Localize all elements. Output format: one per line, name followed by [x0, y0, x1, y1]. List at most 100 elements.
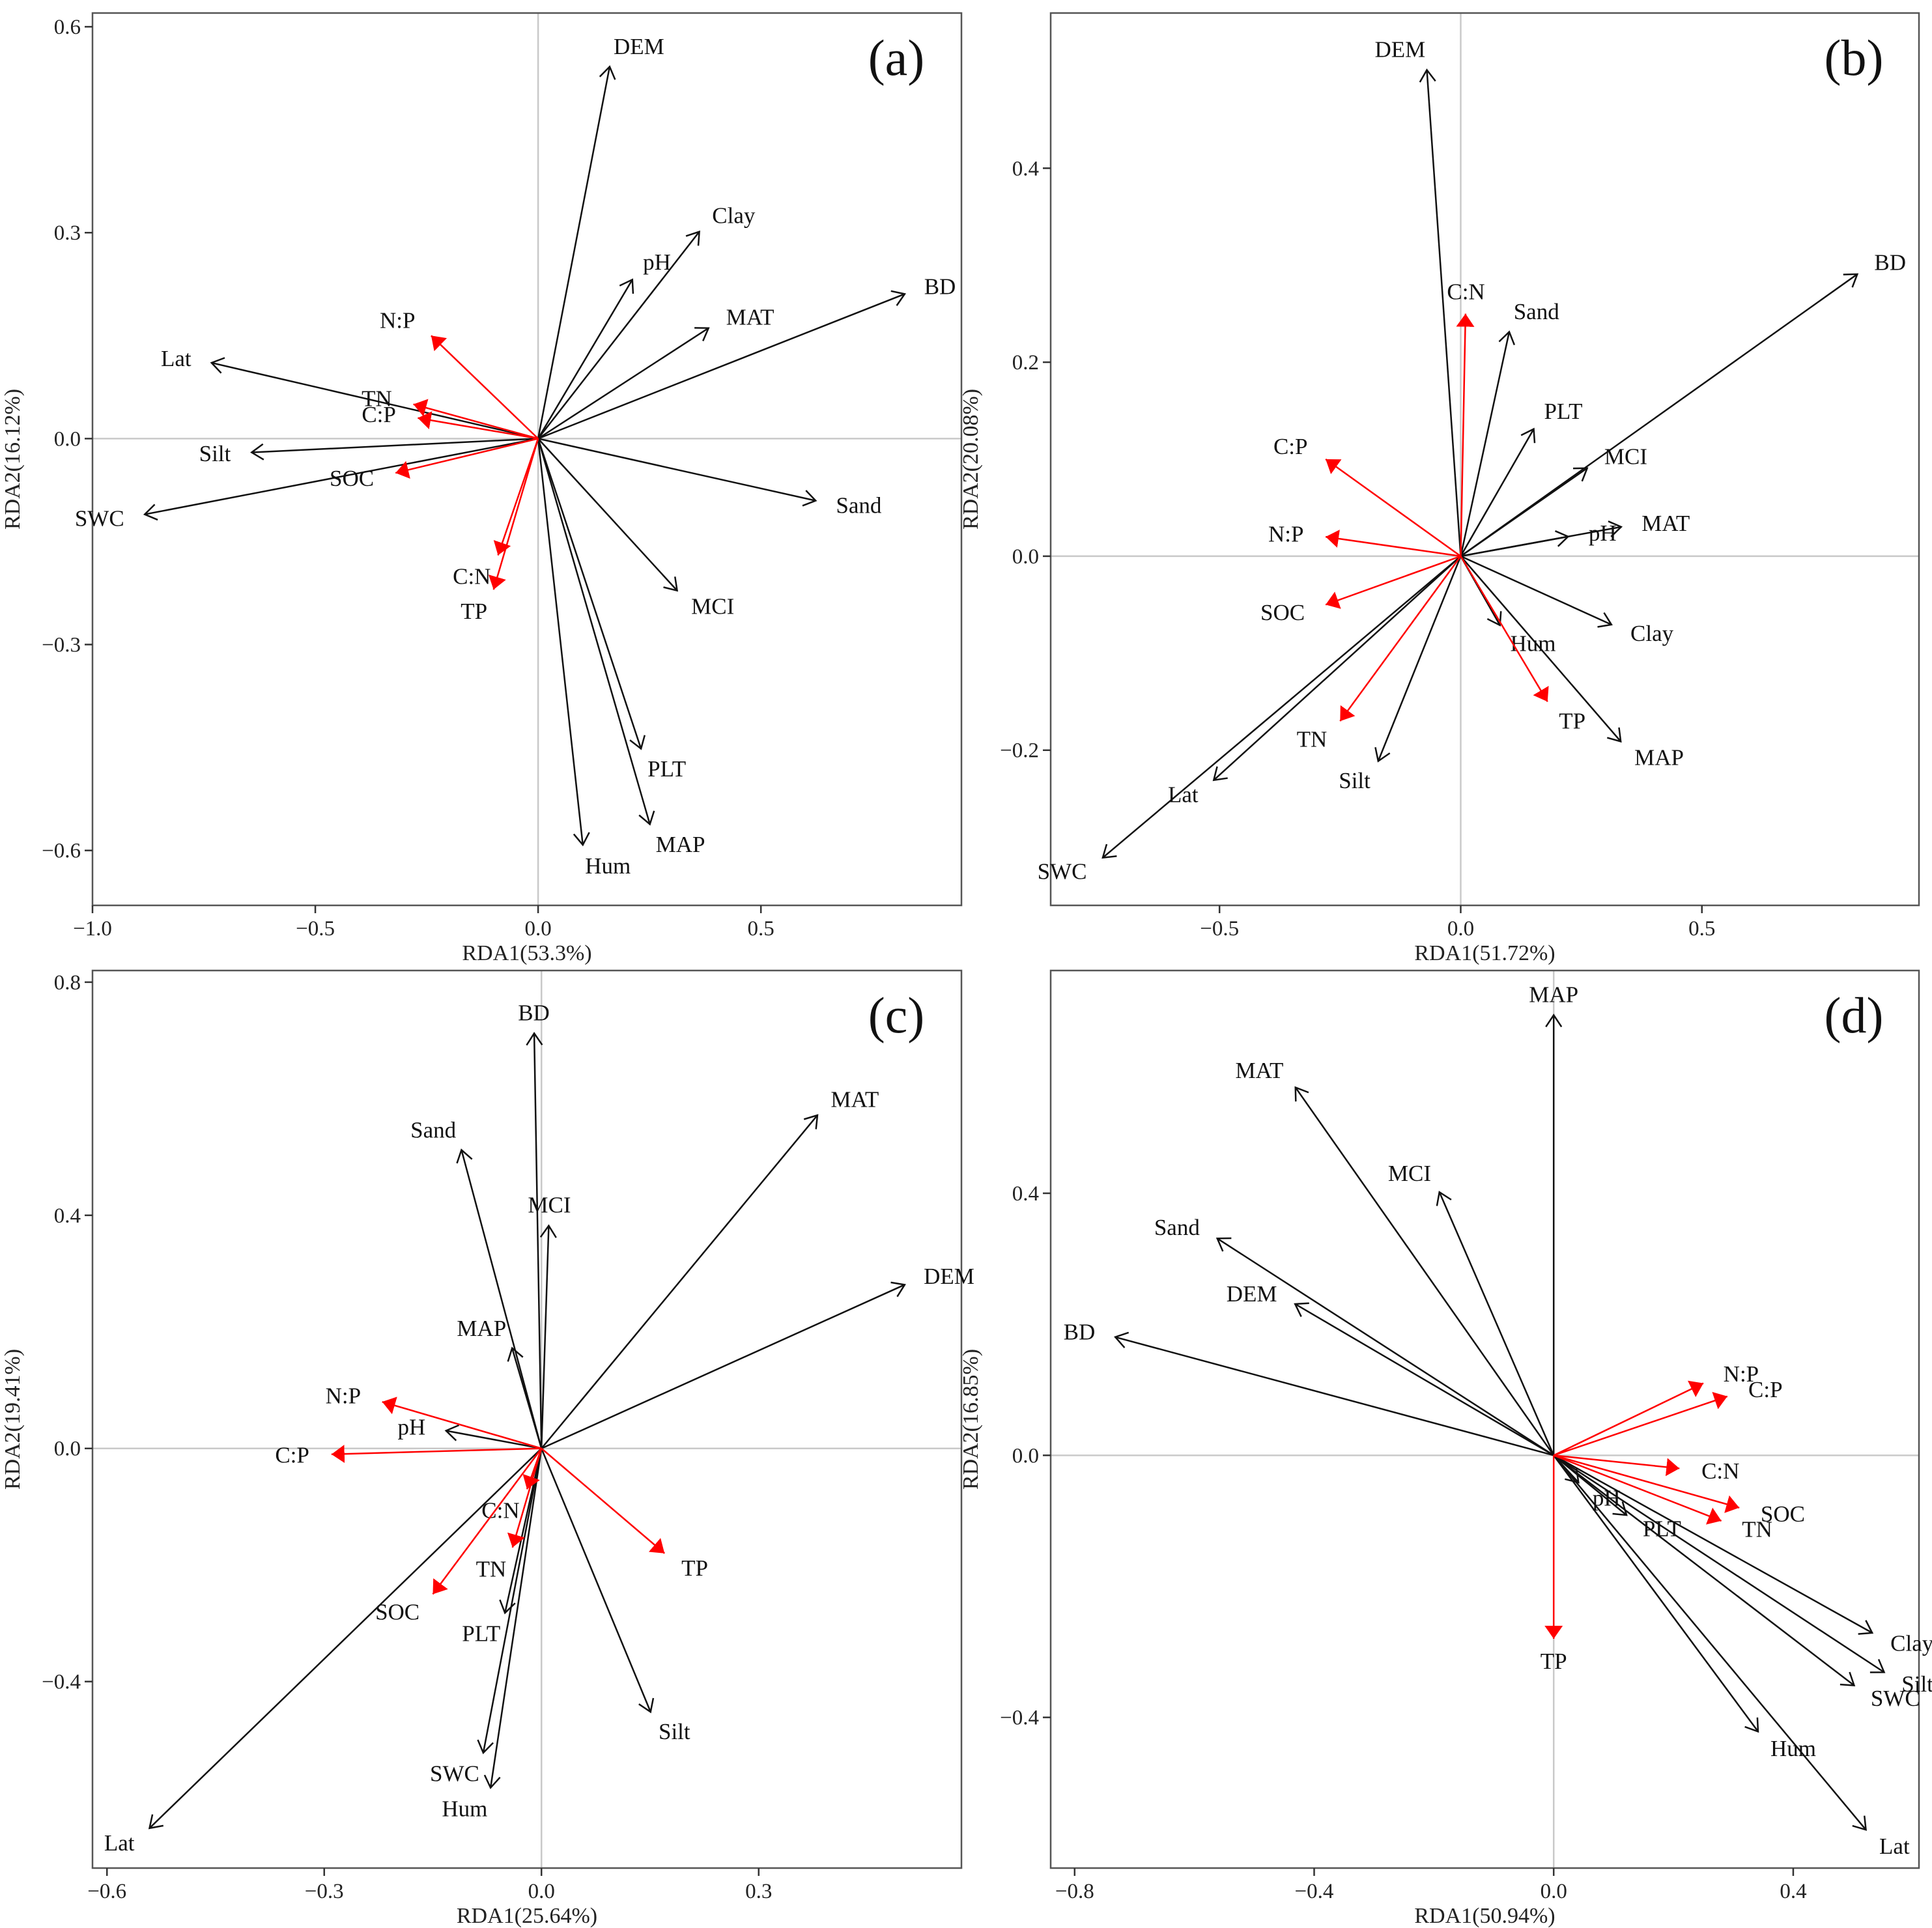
env-vector-map — [507, 1346, 543, 1449]
vector-label-c-p: C:P — [275, 1443, 309, 1468]
env-vector-clay — [537, 230, 700, 440]
vector-label-swc: SWC — [1038, 858, 1087, 884]
y-tick-label: 0.4 — [1012, 1182, 1039, 1206]
env-vector-dem — [1294, 1302, 1554, 1456]
env-vector-silt — [541, 1448, 655, 1714]
vector-label-mci: MCI — [528, 1193, 571, 1218]
vector-label-silt: Silt — [1339, 768, 1371, 793]
vector-label-swc: SWC — [430, 1761, 479, 1786]
vector-label-tn: TN — [476, 1556, 507, 1581]
env-vector-plt — [537, 438, 646, 750]
soil-vector-c-p — [1553, 1391, 1728, 1456]
soil-vector-soc — [395, 438, 539, 479]
y-tick-label: 0.6 — [54, 16, 81, 39]
env-vector-map — [1460, 556, 1622, 743]
x-tick-label: −0.4 — [1295, 1880, 1334, 1903]
vector-label-mat: MAT — [726, 304, 774, 330]
env-vector-hum — [483, 1448, 543, 1789]
env-vector-dem — [541, 1281, 906, 1449]
env-vector-lat — [1212, 555, 1462, 782]
soil-vector-tp — [541, 1447, 666, 1554]
vector-label-mat: MAT — [831, 1087, 879, 1113]
plot-frame — [1049, 12, 1920, 907]
vector-label-sand: Sand — [1154, 1215, 1200, 1240]
soil-vector-tn — [507, 1448, 543, 1548]
vector-label-sand: Sand — [1514, 299, 1560, 324]
soil-vector-soc — [1553, 1454, 1740, 1513]
vector-label-tp: TP — [681, 1555, 708, 1581]
vector-label-n-p: N:P — [380, 308, 415, 333]
x-tick-label: 0.5 — [748, 917, 774, 941]
env-vector-swc — [1101, 555, 1462, 859]
vector-label-mat: MAT — [1641, 511, 1690, 536]
env-vector-hum — [537, 438, 590, 847]
y-tick-label: 0.4 — [1012, 157, 1039, 180]
vector-label-lat: Lat — [1879, 1834, 1910, 1859]
soil-vector-n-p — [1553, 1380, 1704, 1456]
x-tick-label: 0.0 — [1541, 1880, 1567, 1903]
vector-label-tn: TN — [1742, 1516, 1772, 1542]
env-vector-ph — [1460, 530, 1570, 558]
env-vector-bd — [537, 290, 907, 440]
soil-vector-n-p — [382, 1396, 542, 1449]
y-axis-label: RDA2(20.08%) — [959, 389, 983, 530]
vector-label-mat: MAT — [1235, 1058, 1283, 1083]
soil-vector-c-p — [1325, 458, 1462, 557]
rda-panel-2: −0.5 0.0 0.5 −0.2 0.0 0.2 0.4 RDA1(51.72%) RDA2(… — [959, 12, 1920, 965]
env-vector-bd — [1460, 273, 1859, 557]
vector-label-hum: Hum — [1511, 631, 1556, 657]
env-vector-swc — [1553, 1454, 1856, 1686]
env-vector-sand — [1460, 330, 1516, 557]
vector-label-soc: SOC — [1260, 600, 1305, 625]
vector-label-tn: TN — [1297, 727, 1328, 752]
plot-frame — [91, 969, 963, 1869]
soil-vector-tp — [488, 438, 539, 590]
vector-label-sand: Sand — [410, 1118, 457, 1143]
vector-label-map: MAP — [1634, 745, 1684, 771]
vector-label-ph: pH — [398, 1415, 426, 1440]
x-axis-label: RDA1(25.64%) — [457, 1904, 597, 1928]
vector-label-lat: Lat — [161, 346, 192, 371]
env-vector-plt — [1460, 427, 1536, 557]
env-vector-clay — [1460, 555, 1613, 628]
panel-label: (b) — [1825, 29, 1884, 86]
x-tick-label: 0.3 — [745, 1880, 772, 1903]
vector-label-hum: Hum — [1770, 1736, 1816, 1761]
env-vector-mci — [1460, 467, 1589, 557]
soil-vector-soc — [1325, 555, 1461, 609]
env-vector-swc — [477, 1448, 543, 1755]
vector-label-lat: Lat — [1168, 782, 1199, 807]
vector-label-map: MAP — [1529, 982, 1578, 1007]
x-tick-label: 0.0 — [524, 917, 551, 941]
vector-label-c-n: C:N — [481, 1497, 519, 1523]
vector-label-bd: BD — [518, 1000, 550, 1025]
soil-vector-c-n — [1456, 313, 1475, 556]
y-tick-label: −0.3 — [42, 634, 81, 657]
env-vector-mci — [537, 438, 679, 592]
y-tick-label: 0.0 — [1012, 545, 1039, 569]
env-vector-swc — [143, 438, 539, 521]
soil-vector-tn — [1553, 1454, 1722, 1525]
vector-label-dem: DEM — [1374, 36, 1425, 62]
env-vector-sand — [537, 438, 817, 507]
env-vector-mat — [1294, 1086, 1555, 1456]
x-axis-label: RDA1(50.94%) — [1414, 1904, 1555, 1928]
vector-label-map: MAP — [457, 1316, 506, 1341]
vector-label-swc: SWC — [1871, 1686, 1920, 1711]
y-axis-label: RDA2(16.12%) — [1, 389, 25, 530]
x-axis-label: RDA1(51.72%) — [1414, 941, 1555, 965]
vector-label-map: MAP — [656, 832, 705, 857]
x-tick-label: −0.6 — [87, 1880, 126, 1903]
y-tick-label: −0.2 — [1000, 739, 1039, 763]
vector-label-mci: MCI — [1388, 1161, 1431, 1186]
soil-vector-tn — [413, 399, 539, 440]
env-vector-mat — [541, 1114, 819, 1449]
vector-label-tn: TN — [362, 386, 392, 412]
env-vector-sand — [1215, 1237, 1554, 1456]
vector-label-bd: BD — [924, 274, 956, 300]
soil-vector-soc — [432, 1447, 543, 1595]
y-axis-label: RDA2(19.41%) — [1, 1349, 25, 1490]
panel-label: (d) — [1825, 987, 1884, 1043]
vector-label-ph: pH — [643, 249, 671, 275]
